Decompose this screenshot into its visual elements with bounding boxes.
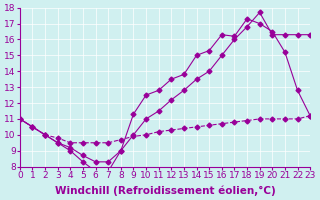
X-axis label: Windchill (Refroidissement éolien,°C): Windchill (Refroidissement éolien,°C) xyxy=(55,185,276,196)
